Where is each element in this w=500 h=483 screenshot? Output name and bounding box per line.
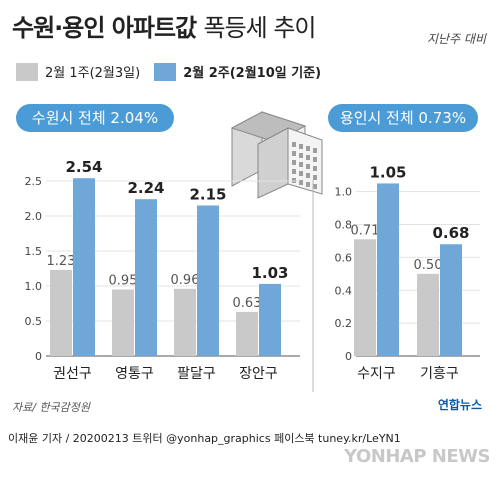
legend-item-prev: 2월 1주(2월3일) <box>16 62 140 81</box>
bar-curr <box>440 244 462 356</box>
data-label-prev: 1.23 <box>47 254 76 269</box>
bar-prev <box>112 289 134 356</box>
y-tick-label: 1.0 <box>25 280 43 293</box>
data-label-curr: 1.05 <box>369 163 406 181</box>
data-label-prev: 0.96 <box>171 273 200 288</box>
y-tick-label: 0 <box>345 350 352 363</box>
x-category-label: 팔달구 <box>177 366 216 382</box>
y-tick-label: 1.0 <box>335 186 353 199</box>
x-category-label: 장안구 <box>239 366 278 382</box>
x-category-label: 수지구 <box>357 366 396 382</box>
chart-title: 수원·용인 아파트값 폭등세 추이 <box>12 8 317 43</box>
legend-label-curr: 2월 2주(2월10일 기준) <box>183 66 322 81</box>
legend-label-prev: 2월 1주(2월3일) <box>45 66 141 81</box>
pill-yongin-total: 용인시 전체 0.73% <box>328 104 478 132</box>
data-label-curr: 2.54 <box>65 158 102 176</box>
x-category-label: 영통구 <box>115 366 154 382</box>
data-label-prev: 0.50 <box>414 258 443 273</box>
watermark: YONHAP NEWS <box>344 446 490 467</box>
bar-curr <box>259 283 281 356</box>
bar-prev <box>354 239 376 356</box>
footer-credit: 이재윤 기자 / 20200213 트위터 @yonhap_graphics 페… <box>8 432 401 445</box>
data-label-prev: 0.71 <box>351 223 380 238</box>
bar-curr <box>73 178 95 356</box>
data-label-curr: 1.03 <box>251 264 288 282</box>
data-label-curr: 0.68 <box>432 224 469 242</box>
x-category-label: 기흥구 <box>420 366 459 382</box>
brand-logo: 연합뉴스 <box>437 398 482 412</box>
bar-prev <box>50 269 72 356</box>
title-light: 폭등세 추이 <box>203 14 316 42</box>
legend-swatch-prev <box>16 62 38 81</box>
bar-curr <box>197 205 219 356</box>
bar-curr <box>377 183 399 356</box>
bar-curr <box>135 199 157 356</box>
chart-subtitle: 지난주 대비 <box>426 32 486 46</box>
legend-item-curr: 2월 2주(2월10일 기준) <box>154 62 321 81</box>
y-tick-label: 0 <box>35 350 42 363</box>
source-text: 자료/ 한국감정원 <box>12 401 91 414</box>
title-bold: 수원·용인 아파트값 <box>12 14 197 42</box>
pill-suwon-total: 수원시 전체 2.04% <box>16 104 174 132</box>
y-tick-label: 0.6 <box>335 251 353 264</box>
bar-prev <box>236 311 258 356</box>
y-tick-label: 0.8 <box>335 219 353 232</box>
y-tick-label: 0.5 <box>25 315 43 328</box>
legend-swatch-curr <box>154 62 177 81</box>
legend: 2월 1주(2월3일) 2월 2주(2월10일 기준) <box>16 62 335 81</box>
apartment-building-icon <box>230 111 323 199</box>
y-tick-label: 2.0 <box>25 210 43 223</box>
y-tick-label: 0.4 <box>335 284 353 297</box>
data-label-curr: 2.15 <box>189 186 226 204</box>
data-label-prev: 0.63 <box>233 296 262 311</box>
data-label-prev: 0.95 <box>109 274 138 289</box>
y-tick-label: 1.5 <box>25 245 43 258</box>
bar-prev <box>174 288 196 356</box>
y-tick-label: 2.5 <box>25 175 43 188</box>
bar-prev <box>417 273 439 356</box>
y-tick-label: 0.2 <box>335 317 353 330</box>
data-label-curr: 2.24 <box>127 179 164 197</box>
x-category-label: 권선구 <box>53 366 92 382</box>
